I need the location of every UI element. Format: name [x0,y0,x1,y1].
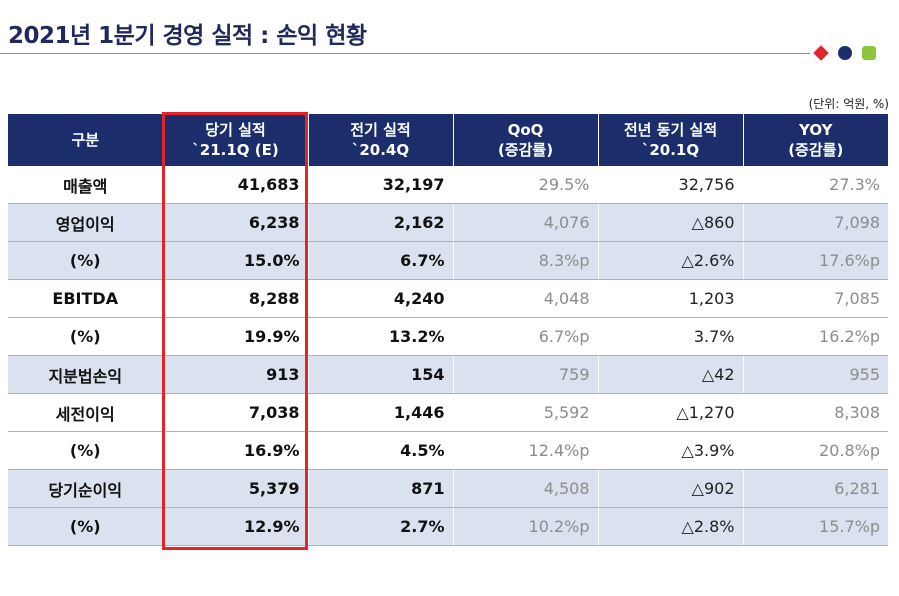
cell-qoq: 759 [453,355,599,394]
table-row: 영업이익 6,238 2,162 4,076 △860 7,098 [8,203,888,242]
row-label: EBITDA [8,279,164,318]
table-header-row: 구분 당기 실적 `21.1Q (E) 전기 실적 `20.4Q QoQ (증감률) … [8,114,888,166]
cell-prev-year: △860 [598,203,744,242]
cell-current: 5,379 [163,469,309,508]
cell-yoy: 15.7%p [743,507,888,546]
cell-current: 41,683 [163,166,309,204]
row-label: 세전이익 [8,393,164,432]
cell-qoq: 12.4%p [453,431,599,470]
cell-qoq: 5,592 [453,393,599,432]
cell-prev-year: △1,270 [598,393,744,432]
cell-previous: 4,240 [308,279,454,318]
cell-current: 19.9% [163,317,309,356]
navy-circle-icon [838,46,852,60]
cell-qoq: 29.5% [453,166,599,204]
table-row: 세전이익 7,038 1,446 5,592 △1,270 8,308 [8,393,888,432]
cell-qoq: 6.7%p [453,317,599,356]
income-statement-table: 구분 당기 실적 `21.1Q (E) 전기 실적 `20.4Q QoQ (증감률) … [8,114,888,546]
cell-yoy: 8,308 [743,393,888,432]
cell-yoy: 7,098 [743,203,888,242]
table-row: (%) 16.9% 4.5% 12.4%p △3.9% 20.8%p [8,431,888,470]
cell-qoq: 8.3%p [453,241,599,280]
cell-current: 16.9% [163,431,309,470]
cell-previous: 2,162 [308,203,454,242]
cell-yoy: 20.8%p [743,431,888,470]
cell-previous: 13.2% [308,317,454,356]
title-divider [0,53,810,54]
row-label: 영업이익 [8,203,164,242]
header-prev-year: 전년 동기 실적 `20.1Q [598,114,744,166]
table-row: (%) 15.0% 6.7% 8.3%p △2.6% 17.6%p [8,241,888,280]
header-category: 구분 [8,114,164,166]
cell-current: 6,238 [163,203,309,242]
row-label: 지분법손익 [8,355,164,394]
cell-previous: 2.7% [308,507,454,546]
cell-yoy: 27.3% [743,166,888,204]
cell-prev-year: △42 [598,355,744,394]
red-diamond-icon [813,45,829,61]
cell-qoq: 4,508 [453,469,599,508]
row-label: (%) [8,317,164,356]
page-title: 2021년 1분기 경영 실적 : 손익 현황 [8,23,367,49]
cell-prev-year: △902 [598,469,744,508]
cell-current: 7,038 [163,393,309,432]
row-label: (%) [8,507,164,546]
cell-current: 913 [163,355,309,394]
table-row: 매출액 41,683 32,197 29.5% 32,756 27.3% [8,166,888,204]
header-previous: 전기 실적 `20.4Q [308,114,454,166]
cell-prev-year: 1,203 [598,279,744,318]
table-row: 당기순이익 5,379 871 4,508 △902 6,281 [8,469,888,508]
row-label: 매출액 [8,166,164,204]
table-row: (%) 19.9% 13.2% 6.7%p 3.7% 16.2%p [8,317,888,356]
cell-current: 12.9% [163,507,309,546]
row-label: (%) [8,431,164,470]
cell-current: 8,288 [163,279,309,318]
green-square-icon [862,46,876,60]
cell-previous: 4.5% [308,431,454,470]
cell-qoq: 4,048 [453,279,599,318]
header-yoy: YOY (증감률) [743,114,888,166]
cell-previous: 1,446 [308,393,454,432]
cell-qoq: 10.2%p [453,507,599,546]
cell-yoy: 6,281 [743,469,888,508]
table-row: 지분법손익 913 154 759 △42 955 [8,355,888,394]
cell-previous: 32,197 [308,166,454,204]
unit-note: (단위: 억원, %) [808,97,889,111]
cell-previous: 871 [308,469,454,508]
cell-prev-year: 3.7% [598,317,744,356]
header-qoq: QoQ (증감률) [453,114,599,166]
cell-prev-year: △3.9% [598,431,744,470]
cell-previous: 154 [308,355,454,394]
cell-yoy: 955 [743,355,888,394]
cell-yoy: 16.2%p [743,317,888,356]
cell-yoy: 7,085 [743,279,888,318]
cell-current: 15.0% [163,241,309,280]
cell-prev-year: △2.6% [598,241,744,280]
table-row: (%) 12.9% 2.7% 10.2%p △2.8% 15.7%p [8,507,888,546]
cell-yoy: 17.6%p [743,241,888,280]
row-label: (%) [8,241,164,280]
cell-qoq: 4,076 [453,203,599,242]
row-label: 당기순이익 [8,469,164,508]
cell-prev-year: △2.8% [598,507,744,546]
table-row: EBITDA 8,288 4,240 4,048 1,203 7,085 [8,279,888,318]
cell-prev-year: 32,756 [598,166,744,204]
header-current: 당기 실적 `21.1Q (E) [163,114,309,166]
cell-previous: 6.7% [308,241,454,280]
